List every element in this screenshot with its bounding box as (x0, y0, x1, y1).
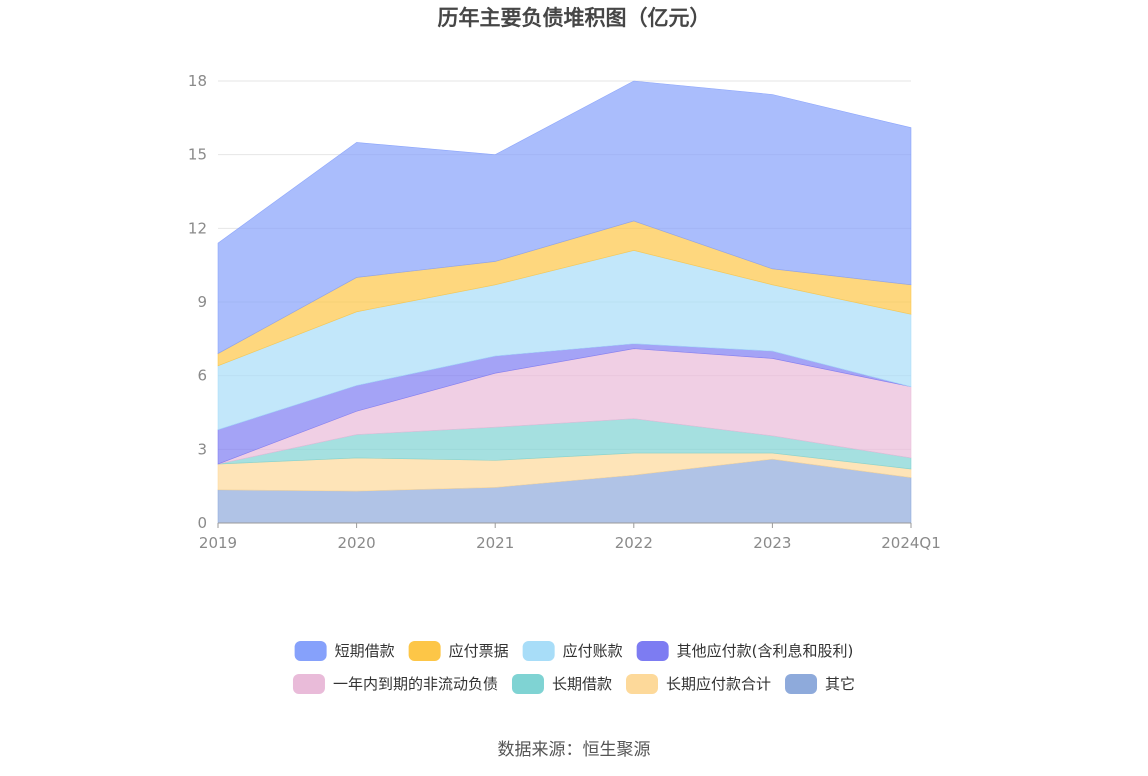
data-source-note: 数据来源：恒生聚源 (498, 740, 651, 760)
legend-swatch (785, 674, 818, 694)
chart-title: 历年主要负债堆积图（亿元） (438, 6, 711, 30)
y-tick-label: 15 (188, 146, 207, 164)
y-tick-label: 9 (197, 293, 207, 311)
x-tick-label: 2021 (476, 534, 514, 552)
legend-label: 其他应付款(含利息和股利) (677, 642, 854, 660)
x-tick-label: 2019 (199, 534, 237, 552)
legend-swatch (636, 641, 669, 661)
y-tick-label: 0 (197, 514, 207, 532)
legend: 短期借款 应付票据 应付账款 其他应付款(含利息和股利) 一年内到期的非流动负债 长期借款… (292, 641, 855, 694)
y-tick-label: 3 (197, 440, 207, 458)
legend-swatch (294, 641, 327, 661)
x-tick-label: 2024Q1 (881, 534, 941, 552)
legend-label: 一年内到期的非流动负债 (333, 675, 498, 693)
y-tick-label: 6 (197, 367, 207, 385)
area-series-7 (217, 80, 912, 355)
legend-label: 长期应付款合计 (666, 675, 771, 693)
legend-label: 应付票据 (449, 642, 509, 660)
legend-swatch (626, 674, 658, 694)
legend-label: 长期借款 (552, 675, 612, 693)
legend-label: 短期借款 (335, 642, 395, 660)
stacked-areas (217, 80, 912, 524)
legend-swatch (522, 641, 555, 661)
legend-swatch (511, 674, 544, 694)
legend-label: 其它 (825, 675, 855, 693)
legend-label: 应付账款 (563, 642, 623, 660)
x-tick-label: 2022 (615, 534, 653, 552)
x-tick-label: 2020 (338, 534, 376, 552)
legend-swatch (292, 674, 325, 694)
axes: 0 3 6 9 12 15 18 2019 2020 2021 2022 2023 2024Q1 (188, 72, 941, 552)
legend-swatch (408, 641, 441, 661)
x-tick-label: 2023 (753, 534, 791, 552)
y-tick-label: 18 (188, 72, 207, 90)
y-tick-label: 12 (188, 219, 207, 237)
